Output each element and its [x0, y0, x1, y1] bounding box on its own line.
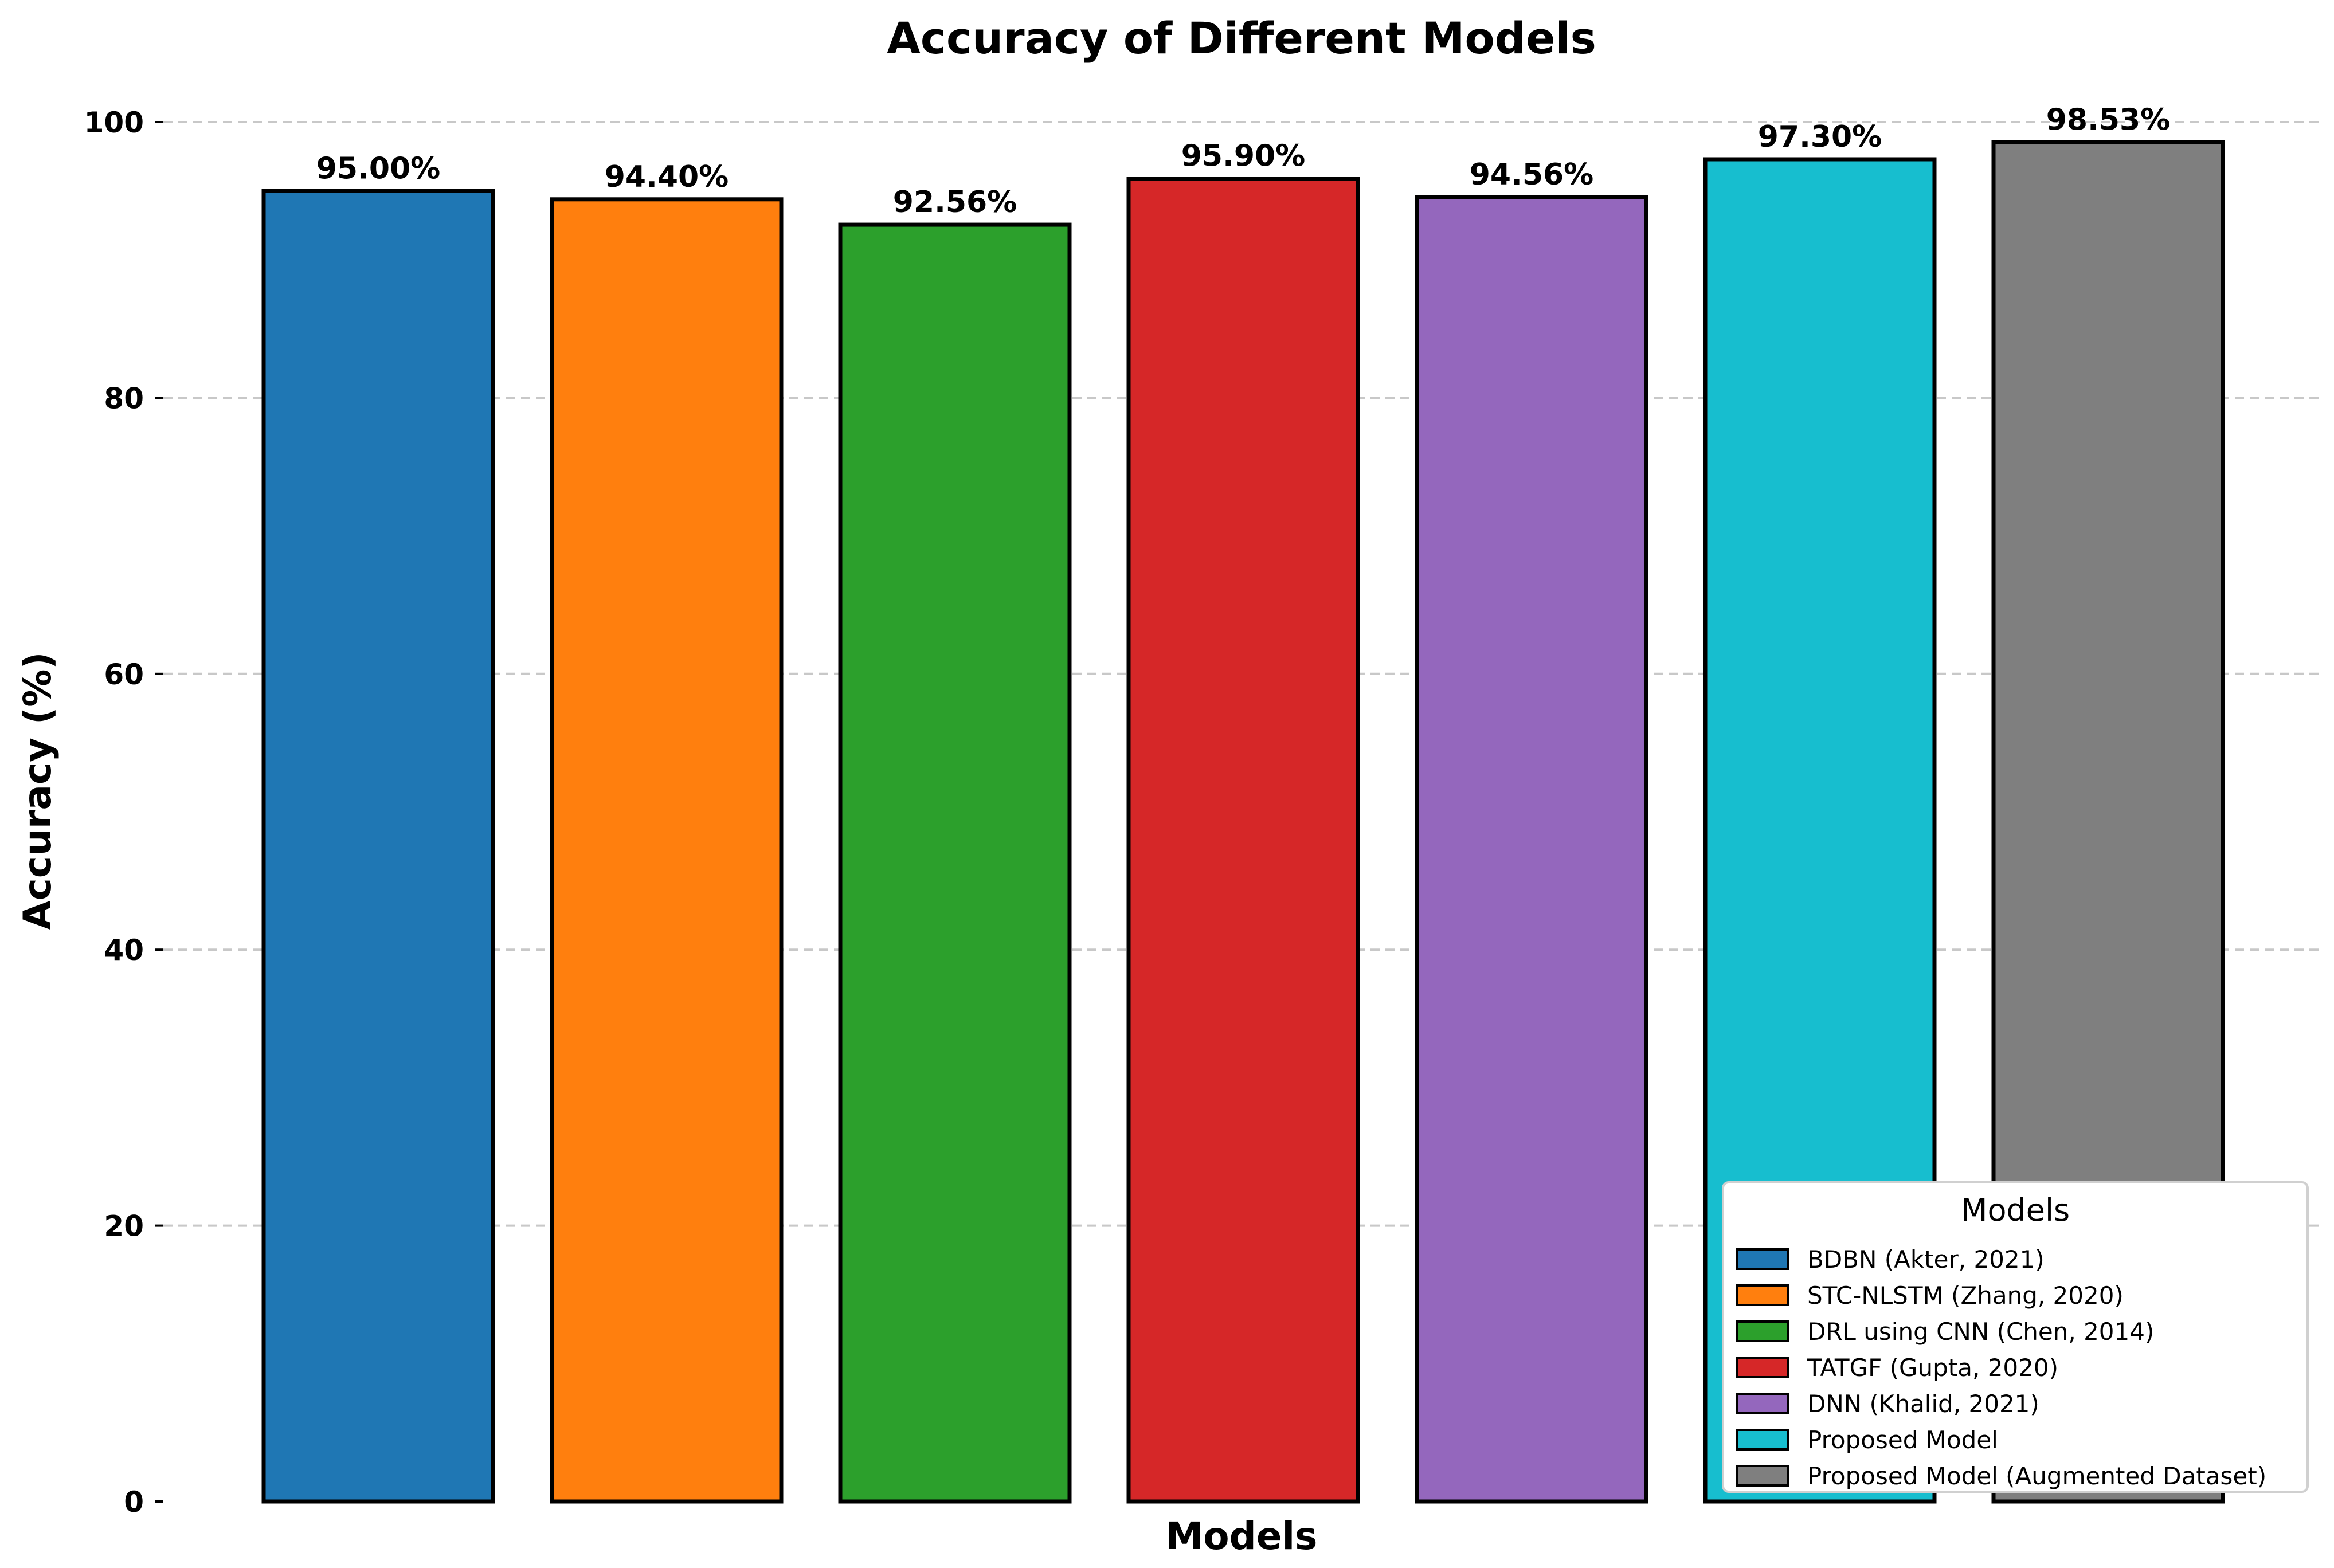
bar-2: [550, 197, 784, 1504]
y-tick-label-20: 20: [104, 1210, 144, 1243]
bar-value-label-4: 95.90%: [1181, 139, 1306, 174]
legend-swatch-3: [1736, 1320, 1789, 1342]
y-axis-label: Accuracy (%): [15, 652, 60, 930]
y-tick-label-60: 60: [104, 658, 144, 691]
bar-value-label-2: 94.40%: [605, 160, 729, 194]
bar-4: [1126, 177, 1360, 1504]
bar-value-labels: 95.00% 94.40% 92.56% 95.90% 94.56% 97.30% 98.5…: [316, 103, 2171, 219]
legend-swatch-6: [1736, 1429, 1789, 1451]
legend-entry-3: DRL using CNN (Chen, 2014): [1807, 1318, 2154, 1346]
legend-entry-5: DNN (Khalid, 2021): [1807, 1390, 2039, 1418]
legend-items: BDBN (Akter, 2021) STC-NLSTM (Zhang, 2020…: [1736, 1245, 2266, 1490]
y-tick-label-40: 40: [104, 934, 144, 967]
x-axis-label: Models: [1166, 1514, 1318, 1558]
chart-title: Accuracy of Different Models: [887, 13, 1596, 64]
legend: Models BDBN (Akter, 2021) STC-NLSTM (Zhan…: [1722, 1181, 2309, 1493]
bar-value-label-7: 98.53%: [2046, 103, 2171, 137]
legend-entry-6: Proposed Model: [1807, 1426, 1998, 1454]
legend-entry-4: TATGF (Gupta, 2020): [1807, 1354, 2058, 1382]
bar-value-label-3: 92.56%: [893, 185, 1017, 219]
legend-entry-7: Proposed Model (Augmented Dataset): [1807, 1462, 2266, 1490]
y-tick-label-0: 0: [124, 1485, 144, 1519]
bar-1: [261, 189, 495, 1504]
legend-title: Models: [1961, 1192, 2070, 1228]
legend-swatch-4: [1736, 1357, 1789, 1378]
bar-value-label-5: 94.56%: [1470, 158, 1594, 192]
y-tick-label-80: 80: [104, 382, 144, 415]
bar-value-label-6: 97.30%: [1758, 120, 1882, 154]
bar-5: [1415, 195, 1648, 1504]
bar-3: [838, 222, 1072, 1504]
legend-entry-2: STC-NLSTM (Zhang, 2020): [1807, 1281, 2124, 1310]
legend-swatch-1: [1736, 1248, 1789, 1270]
legend-entry-1: BDBN (Akter, 2021): [1807, 1245, 2045, 1273]
legend-swatch-7: [1736, 1465, 1789, 1487]
y-axis-ticks: 0 20 40 60 80 100: [84, 106, 163, 1519]
legend-swatch-5: [1736, 1393, 1789, 1414]
legend-frame: [1722, 1181, 2309, 1493]
legend-swatch-2: [1736, 1284, 1789, 1306]
y-tick-label-100: 100: [84, 106, 144, 139]
bar-value-label-1: 95.00%: [316, 151, 441, 186]
